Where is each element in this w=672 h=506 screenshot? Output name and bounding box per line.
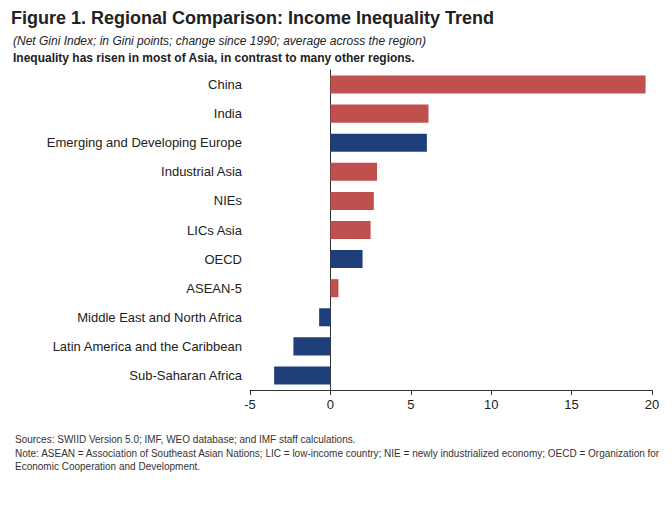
svg-text:Inequality has risen in most o: Inequality has risen in most of Asia, in…: [13, 51, 415, 65]
svg-text:Economic Cooperation and Devel: Economic Cooperation and Development.: [15, 461, 200, 472]
svg-text:India: India: [214, 106, 243, 121]
svg-text:10: 10: [484, 397, 498, 412]
svg-text:Figure 1. Regional Comparison:: Figure 1. Regional Comparison: Income In…: [11, 8, 494, 28]
svg-text:15: 15: [564, 397, 578, 412]
svg-text:LICs Asia: LICs Asia: [187, 223, 243, 238]
svg-text:5: 5: [407, 397, 414, 412]
svg-text:ASEAN-5: ASEAN-5: [186, 281, 242, 296]
svg-text:Industrial Asia: Industrial Asia: [161, 164, 243, 179]
svg-text:0: 0: [327, 397, 334, 412]
svg-text:(Net Gini Index; in Gini point: (Net Gini Index; in Gini points; change …: [13, 34, 426, 48]
svg-text:Emerging and Developing Europe: Emerging and Developing Europe: [47, 135, 242, 150]
svg-text:China: China: [208, 77, 243, 92]
svg-text:-5: -5: [244, 397, 256, 412]
svg-text:OECD: OECD: [204, 252, 242, 267]
svg-text:20: 20: [645, 397, 659, 412]
svg-text:Latin America and the Caribbea: Latin America and the Caribbean: [53, 339, 242, 354]
svg-text:Sources: SWIID Version 5.0; IM: Sources: SWIID Version 5.0; IMF, WEO dat…: [15, 434, 356, 445]
svg-text:NIEs: NIEs: [214, 193, 243, 208]
svg-text:Sub-Saharan Africa: Sub-Saharan Africa: [129, 368, 243, 383]
svg-text:Note: ASEAN = Association of S: Note: ASEAN = Association of Southeast A…: [15, 448, 662, 459]
svg-text:Middle East and North Africa: Middle East and North Africa: [77, 310, 243, 325]
